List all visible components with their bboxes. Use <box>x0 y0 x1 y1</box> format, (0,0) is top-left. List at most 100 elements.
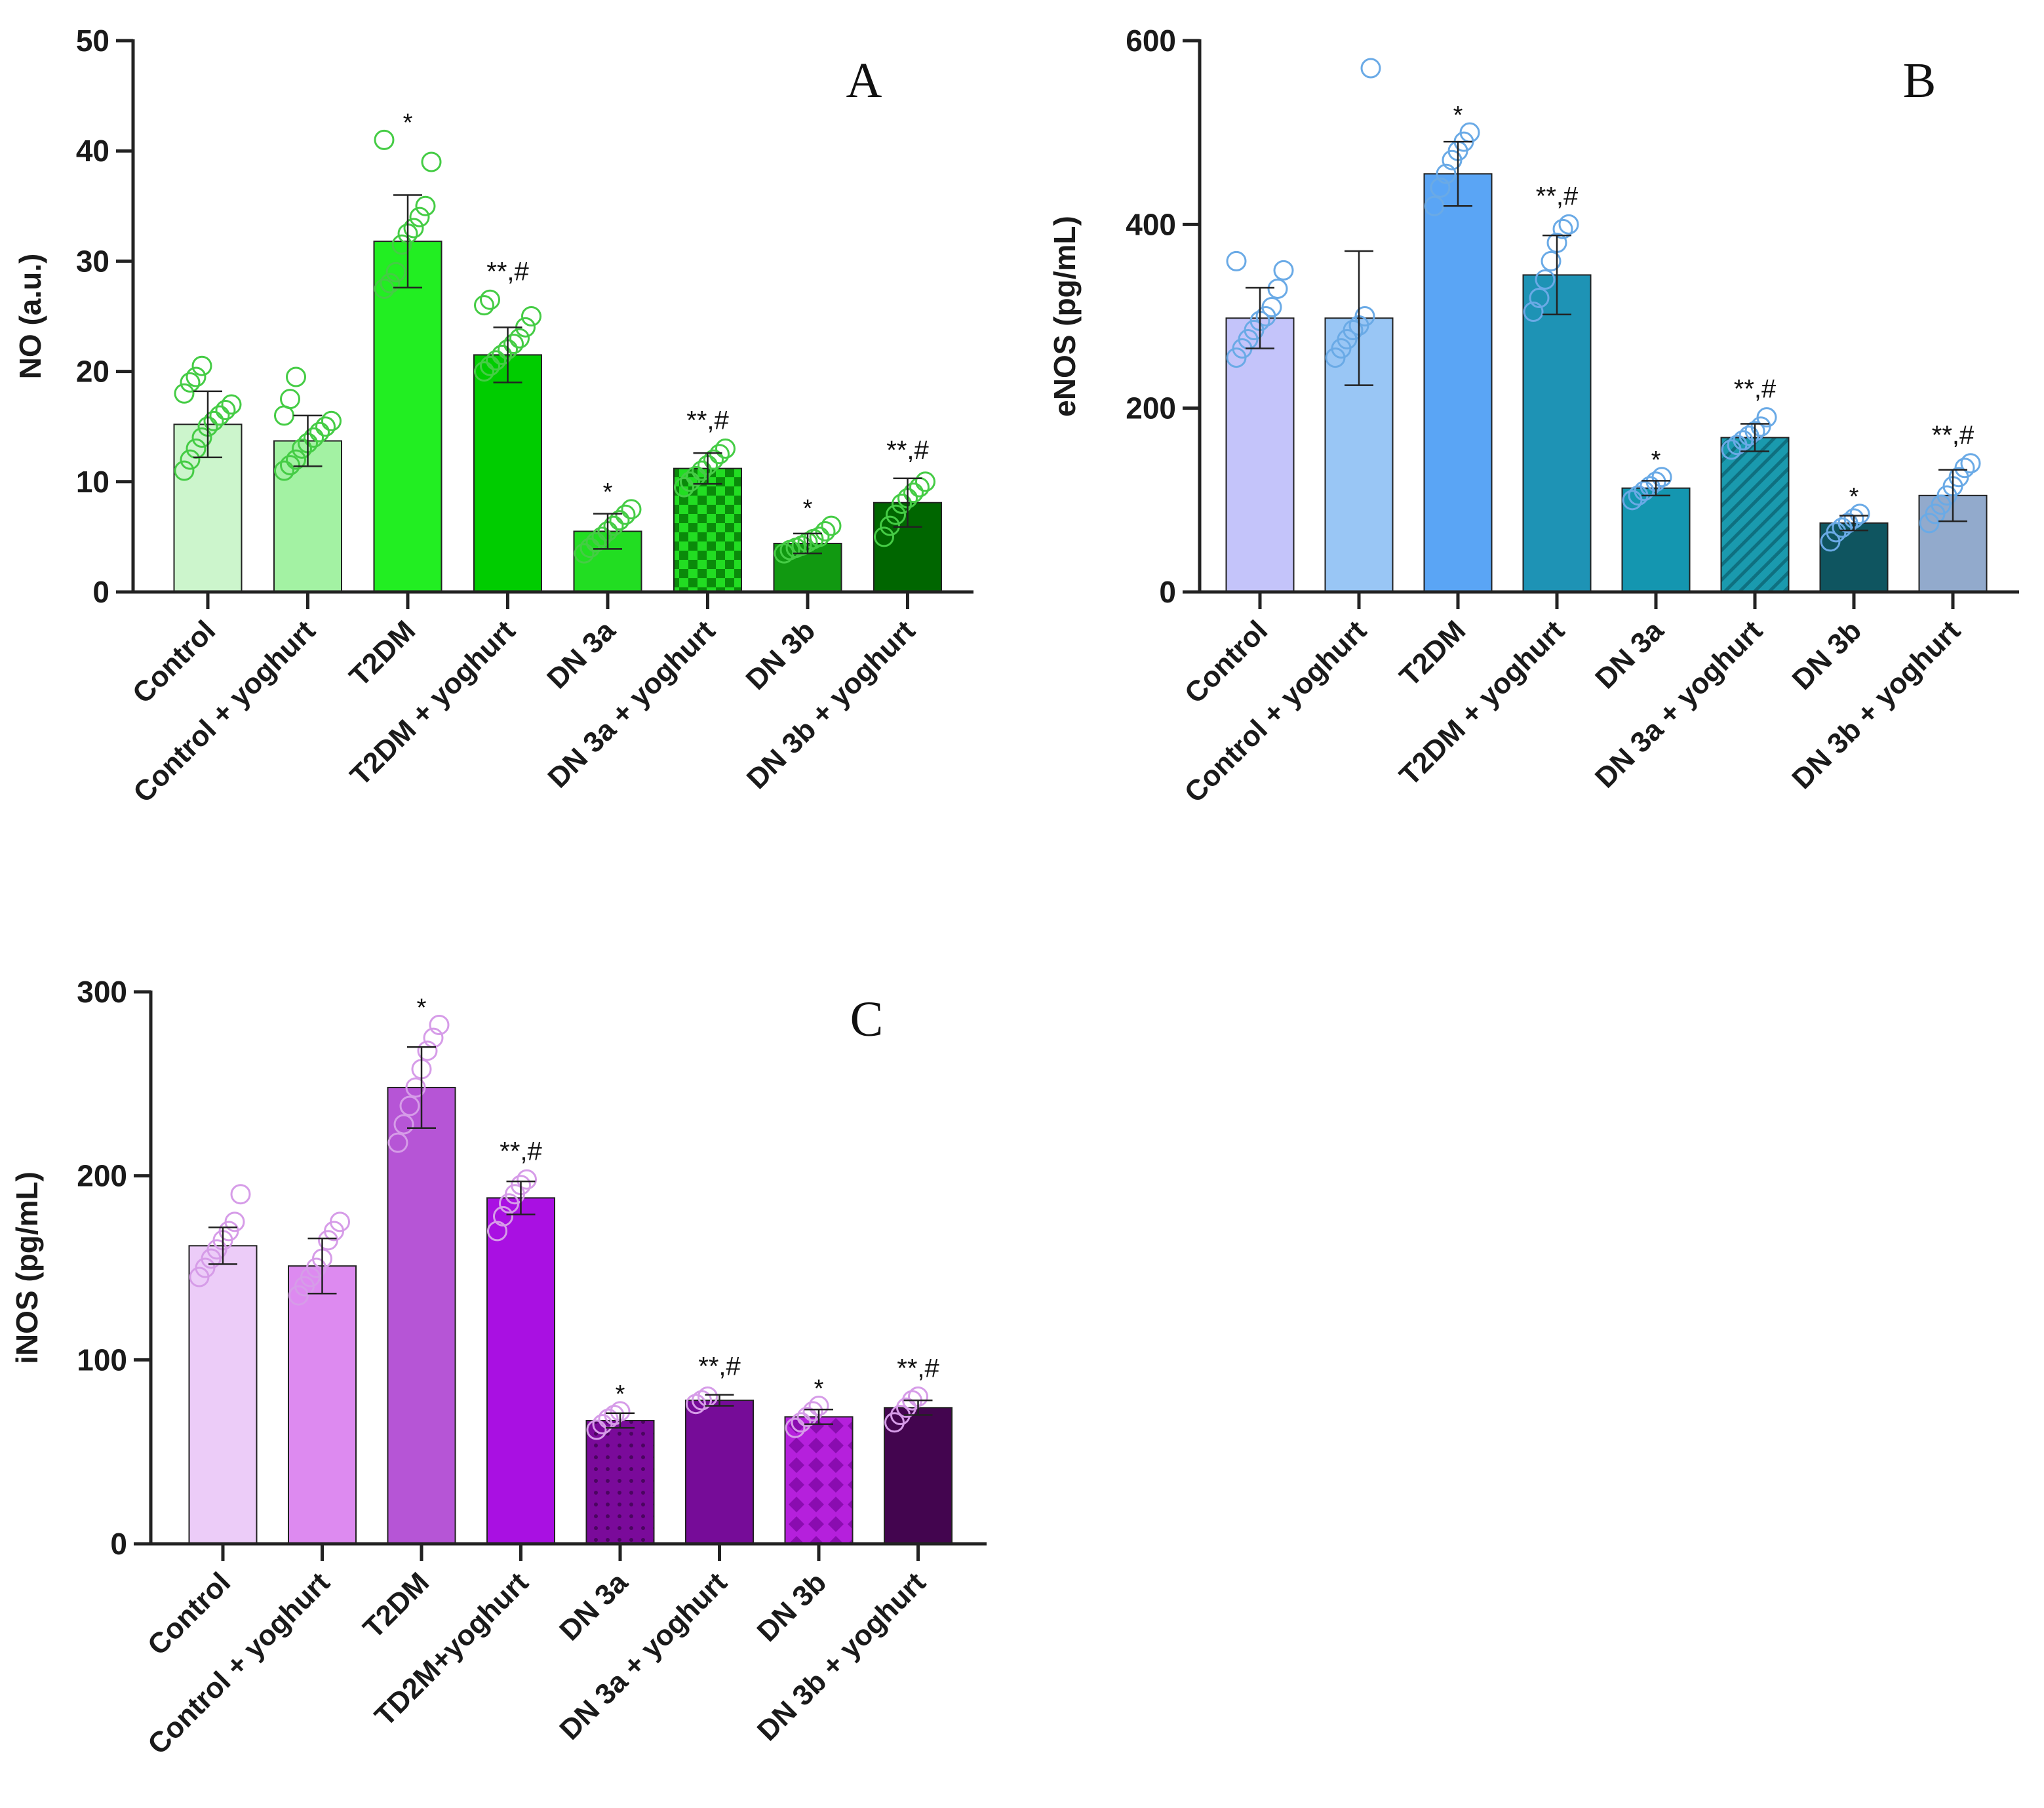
data-point <box>374 278 395 299</box>
bar <box>373 241 442 593</box>
bar <box>1720 437 1790 593</box>
category-label: Control <box>142 1566 237 1661</box>
data-point <box>492 344 512 365</box>
data-point <box>896 1397 916 1418</box>
data-point <box>603 515 624 536</box>
data-point <box>609 510 630 531</box>
significance-label: **,# <box>698 1352 741 1381</box>
data-point <box>1261 296 1282 317</box>
data-point <box>421 151 442 172</box>
data-point <box>692 460 712 481</box>
data-point <box>591 526 612 547</box>
data-point <box>509 328 530 349</box>
panel-letter: A <box>846 53 882 108</box>
data-point <box>224 1211 245 1232</box>
category-label: DN 3a + yoghurt <box>553 1566 733 1746</box>
data-point <box>1226 250 1247 271</box>
data-point <box>1273 260 1294 281</box>
significance-label: * <box>417 994 427 1022</box>
data-point <box>785 1417 806 1438</box>
data-point <box>174 460 195 481</box>
category-label: T2DM <box>1394 614 1472 692</box>
category-label: T2DM + yoghurt <box>1393 614 1571 792</box>
bar <box>486 1197 555 1544</box>
bar <box>473 354 542 593</box>
significance-label: * <box>1651 446 1661 474</box>
significance-label: * <box>616 1381 625 1408</box>
data-point <box>1267 278 1288 299</box>
data-point <box>393 1114 414 1135</box>
data-point <box>1552 218 1573 239</box>
data-point <box>387 1132 408 1153</box>
data-point <box>417 1040 438 1061</box>
data-point <box>791 1412 812 1433</box>
data-point <box>686 1394 706 1415</box>
bar <box>884 1407 953 1544</box>
data-point <box>585 532 606 553</box>
significance-label: * <box>603 479 613 506</box>
category-label: Control <box>1179 614 1274 709</box>
significance-label: * <box>1849 483 1859 511</box>
data-point <box>1756 407 1777 428</box>
data-point <box>909 477 930 498</box>
data-point <box>374 129 395 150</box>
y-tick-label: 100 <box>77 1343 127 1377</box>
data-point <box>821 515 842 536</box>
data-point <box>680 471 700 492</box>
data-point <box>615 504 636 525</box>
y-tick-label: 20 <box>76 355 109 389</box>
panel-letter: B <box>1903 53 1936 108</box>
data-point <box>686 465 706 486</box>
y-axis-title: NO (a.u.) <box>13 254 47 380</box>
data-point <box>180 449 201 470</box>
data-point <box>802 1401 823 1422</box>
data-point <box>1960 453 1981 474</box>
data-point <box>380 273 401 294</box>
data-point <box>1430 177 1451 198</box>
data-point <box>880 515 900 536</box>
data-point <box>1354 306 1375 326</box>
y-tick-label: 0 <box>92 575 109 609</box>
significance-label: **,# <box>897 1354 939 1383</box>
data-point <box>517 1169 537 1190</box>
data-point <box>286 449 306 470</box>
category-label: DN 3b <box>740 614 822 696</box>
data-point <box>474 295 494 316</box>
significance-label: **,# <box>1932 421 1975 450</box>
data-point <box>209 405 230 426</box>
data-point <box>415 195 436 216</box>
data-point <box>274 460 294 481</box>
bar <box>1621 487 1691 593</box>
category-label: Control + yoghurt <box>1179 614 1373 809</box>
panel-letter: C <box>850 992 884 1047</box>
category-label: T2DM <box>344 614 422 692</box>
y-tick-label: 40 <box>76 134 109 168</box>
y-tick-label: 400 <box>1126 207 1176 241</box>
bar <box>1225 317 1295 593</box>
data-point <box>409 206 430 227</box>
y-axis-title: eNOS (pg/mL) <box>1048 216 1082 417</box>
data-point <box>304 427 324 448</box>
bar <box>784 1416 854 1545</box>
category-label: DN 3b <box>1786 614 1868 696</box>
data-point <box>493 1206 513 1227</box>
data-point <box>874 526 894 547</box>
data-point <box>674 477 694 498</box>
bar <box>1423 173 1493 593</box>
y-tick-label: 0 <box>1159 575 1176 609</box>
data-point <box>321 410 342 431</box>
data-point <box>1535 269 1556 290</box>
bar <box>585 1419 655 1545</box>
bar <box>288 1265 357 1545</box>
data-point <box>230 1184 251 1205</box>
significance-label: * <box>1453 102 1463 129</box>
y-tick-label: 0 <box>110 1527 127 1561</box>
data-point <box>286 366 306 387</box>
data-point <box>487 1221 507 1242</box>
data-point <box>486 350 506 371</box>
data-point <box>309 422 330 442</box>
data-point <box>180 372 201 393</box>
